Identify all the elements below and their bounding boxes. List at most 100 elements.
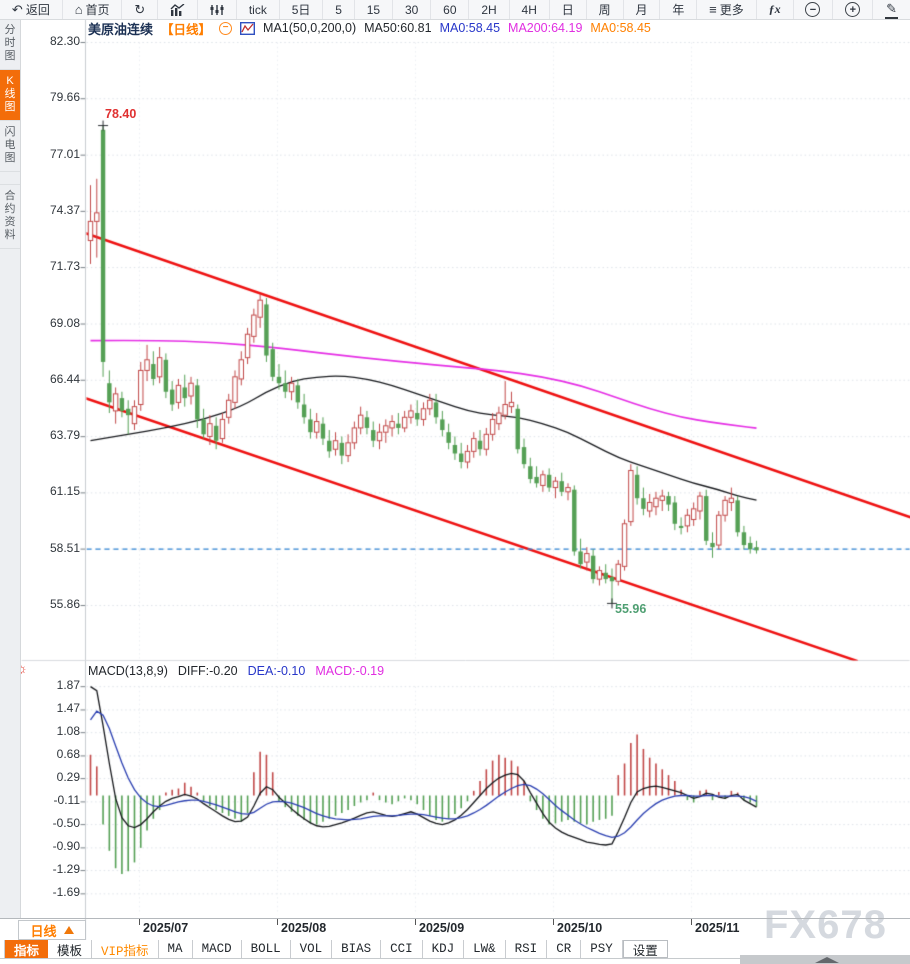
macd-axis-label: 1.08 [56, 724, 80, 739]
dea-value: DEA:-0.10 [247, 663, 306, 678]
macd-axis-label: 0.68 [56, 747, 80, 762]
ma-settings: MA1(50,0,200,0) [263, 21, 357, 35]
x-axis-label: 2025/09 [419, 921, 465, 935]
indicator-settings-button[interactable] [198, 0, 237, 19]
period-15[interactable]: 15 [355, 0, 394, 19]
refresh-button[interactable]: ↻ [122, 0, 159, 19]
chart-style-button[interactable] [158, 0, 199, 19]
x-axis: 2025/07 2025/08 2025/09 2025/10 2025/11 [0, 918, 910, 938]
period-60[interactable]: 60 [431, 0, 470, 19]
collapse-arrow-icon [815, 957, 839, 963]
pencil-icon: ✎ [885, 1, 899, 19]
tab-lwr[interactable]: LW& [464, 940, 506, 958]
tab-indicator[interactable]: 指标 [4, 940, 49, 959]
period-30[interactable]: 30 [393, 0, 432, 19]
tab-cci[interactable]: CCI [381, 940, 423, 958]
tab-ma[interactable]: MA [159, 940, 193, 958]
macd-header-row: MACD(13,8,9) DIFF:-0.20 DEA:-0.10 MACD:-… [88, 663, 384, 678]
tab-cr[interactable]: CR [547, 940, 582, 958]
tab-bias[interactable]: BIAS [332, 940, 382, 958]
collapse-indicator-icon[interactable]: − [219, 21, 233, 35]
bottom-tabbar: 指标 模板 VIP指标 MA MACD BOLL VOL BIAS CCI KD… [0, 940, 910, 959]
macd-axis-label: 0.29 [56, 770, 80, 785]
period-selector-button[interactable]: 日线 [18, 920, 86, 940]
sidebar-item-time-chart[interactable]: 分时图 [0, 19, 20, 70]
tab-template[interactable]: 模板 [48, 940, 93, 959]
macd-axis-label: 1.87 [56, 678, 80, 693]
x-axis-label: 2025/11 [695, 921, 740, 935]
period-tag: 【日线】 [161, 22, 212, 37]
x-axis-tick [691, 919, 692, 925]
period-day[interactable]: 日 [550, 0, 587, 19]
triangle-up-icon [63, 926, 74, 934]
tab-vip-indicator[interactable]: VIP指标 [92, 940, 159, 959]
macd-value: MACD:-0.19 [315, 663, 385, 678]
more-button[interactable]: ≡ 更多 [697, 0, 757, 19]
top-toolbar: ↶ 返回 ⌂ 首页 ↻ tick 5日 5 15 30 60 2H 4H 日 周 月… [0, 0, 910, 20]
low-price-label: 55.96 [615, 602, 647, 616]
price-axis-label: 69.08 [49, 315, 80, 330]
tab-kdj[interactable]: KDJ [423, 940, 465, 958]
bar-chart-icon [170, 3, 185, 16]
macd-axis-label: -0.90 [52, 839, 80, 854]
price-axis-label: 66.44 [49, 371, 80, 386]
period-month[interactable]: 月 [624, 0, 661, 19]
ma50-value: MA50:60.81 [364, 21, 432, 35]
tab-rsi[interactable]: RSI [506, 940, 548, 958]
sidebar-item-kline-chart[interactable]: K线图 [0, 70, 20, 121]
period-2h[interactable]: 2H [469, 0, 510, 19]
price-axis-label: 63.79 [49, 428, 80, 443]
x-axis-tick [553, 919, 554, 925]
macd-settings: MACD(13,8,9) [88, 663, 168, 678]
x-axis-label: 2025/10 [557, 921, 603, 935]
left-sidebar: 分时图 K线图 闪电图 合约资料 [0, 19, 21, 918]
sidebar-item-lightning-chart[interactable]: 闪电图 [0, 121, 20, 172]
period-4h[interactable]: 4H [510, 0, 550, 19]
x-axis-tick [277, 919, 278, 925]
price-axis-label: 71.73 [49, 259, 80, 274]
x-axis-tick [139, 919, 140, 925]
price-axis: 82.30 79.66 77.01 74.37 71.73 69.08 66.44 63.79… [0, 0, 80, 660]
zoom-in-button[interactable]: + [833, 0, 874, 19]
high-price-label: 78.40 [105, 107, 137, 121]
price-axis-label: 55.86 [49, 597, 80, 612]
back-button[interactable]: ↶ 返回 [0, 0, 63, 19]
bottom-scrollbar[interactable] [740, 955, 910, 964]
formula-button[interactable]: ƒx [757, 0, 794, 19]
ma0-value-blue: MA0:58.45 [439, 21, 501, 35]
period-tick[interactable]: tick [237, 0, 280, 19]
sidebar-item-contract-info[interactable]: 合约资料 [0, 184, 20, 249]
zoom-out-button[interactable]: − [794, 0, 834, 19]
tab-vol[interactable]: VOL [291, 940, 333, 958]
x-axis-label: 2025/08 [281, 921, 327, 935]
refresh-icon: ↻ [134, 2, 146, 17]
period-year[interactable]: 年 [660, 0, 698, 19]
macd-axis-label: -1.69 [52, 885, 80, 900]
x-axis-label: 2025/07 [143, 921, 189, 935]
price-axis-label: 61.15 [49, 484, 80, 499]
watermark: FX678 [764, 903, 887, 947]
tab-macd[interactable]: MACD [193, 940, 242, 958]
tab-boll[interactable]: BOLL [242, 940, 291, 958]
macd-axis-label: -0.11 [53, 793, 80, 808]
price-axis-label: 77.01 [49, 146, 80, 161]
period-5[interactable]: 5 [323, 0, 355, 19]
tab-settings[interactable]: 设置 [622, 940, 668, 959]
period-5d[interactable]: 5日 [280, 0, 324, 19]
xaxis-top-border [0, 918, 910, 919]
price-axis-label: 74.37 [49, 202, 80, 217]
draw-button[interactable]: ✎ [873, 0, 910, 19]
period-week[interactable]: 周 [587, 0, 624, 19]
ma0-value-orange: MA0:58.45 [590, 21, 651, 35]
mini-chart-icon [240, 21, 256, 35]
menu-icon: ≡ [709, 2, 717, 17]
home-button[interactable]: ⌂ 首页 [63, 0, 123, 19]
tab-psy[interactable]: PSY [581, 940, 623, 958]
macd-axis-label: -0.50 [52, 816, 80, 831]
chart-title-row: 美原油连续 【日线】 − MA1(50,0,200,0) MA50:60.81 … [88, 20, 651, 37]
diff-value: DIFF:-0.20 [177, 663, 238, 678]
ma200-value: MA200:64.19 [508, 21, 583, 35]
sliders-icon [210, 4, 224, 16]
